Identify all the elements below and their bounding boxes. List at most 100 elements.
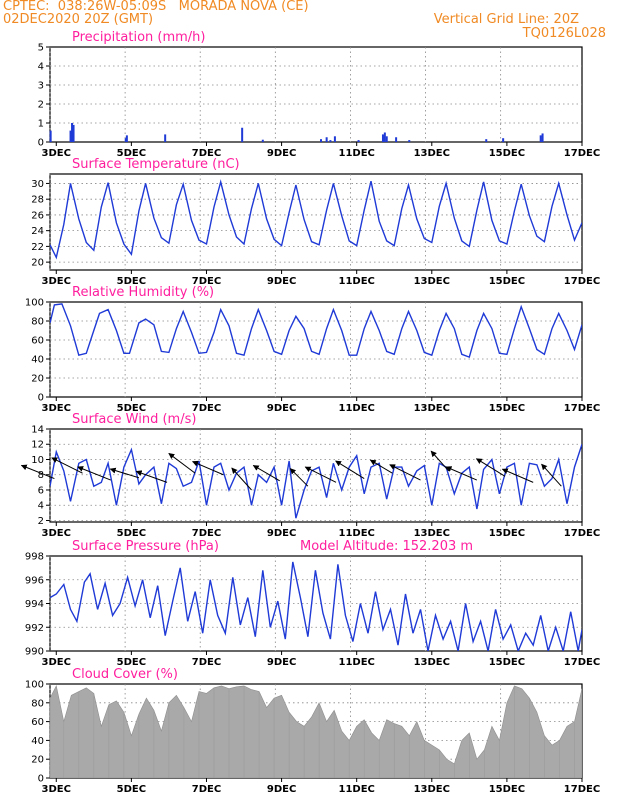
wind-vector-arrow [445, 466, 478, 481]
rh-xtick-label: 15DEC [489, 403, 525, 414]
pressure-title: Surface Pressure (hPa) [72, 539, 219, 554]
wind-vector-arrow [501, 468, 534, 483]
rh-xtick-label: 7DEC [192, 403, 221, 414]
header-grid-note: Vertical Grid Line: 20Z [433, 12, 579, 27]
precip-bar [261, 139, 264, 142]
pressure-xtick-label: 11DEC [338, 657, 374, 668]
cloud-area [50, 685, 582, 778]
precip-bar [164, 134, 167, 142]
cloud-ytick-label: 100 [25, 680, 44, 691]
pressure-ytick-label: 990 [25, 647, 44, 658]
temp-xtick-label: 9DEC [267, 276, 296, 287]
precip-xtick-label: 7DEC [192, 148, 221, 159]
wind-ytick-label: 4 [38, 501, 44, 512]
precip-ytick-label: 3 [38, 81, 44, 92]
temp-title: Surface Temperature (nC) [72, 157, 240, 172]
rh-xtick-label: 11DEC [338, 403, 374, 414]
wind-ytick-label: 14 [31, 425, 44, 436]
cloud-title: Cloud Cover (%) [72, 667, 178, 682]
precip-bar [333, 136, 336, 142]
pressure-series-line [50, 561, 582, 651]
temp-ytick-label: 22 [31, 242, 44, 253]
temp-ytick-label: 26 [31, 210, 44, 221]
temp-ytick-label: 24 [31, 226, 44, 237]
wind-vector-arrow [430, 450, 450, 472]
wind-vector-arrow [369, 459, 393, 474]
rh-frame [49, 301, 583, 398]
wind-xtick-label: 17DEC [564, 528, 600, 539]
wind-vector-arrow [20, 464, 55, 480]
precip-bar [383, 132, 386, 142]
cloud-xtick-label: 15DEC [489, 784, 525, 795]
pressure-ytick-label: 998 [25, 552, 44, 563]
precip-bar [72, 124, 75, 142]
rh-xtick-label: 17DEC [564, 403, 600, 414]
header-station: CPTEC: 038:26W-05:09S MORADA NOVA (CE) [3, 0, 309, 14]
precip-ytick-label: 5 [38, 43, 44, 54]
cloud-xtick-label: 13DEC [414, 784, 450, 795]
wind-ytick-label: 8 [38, 470, 44, 481]
wind-vector-arrow [77, 466, 111, 481]
rh-ytick-label: 60 [31, 336, 44, 347]
rh-xtick-label: 5DEC [117, 403, 146, 414]
temp-xtick-label: 15DEC [489, 276, 525, 287]
precip-bar [241, 127, 244, 142]
pressure-xtick-label: 13DEC [414, 657, 450, 668]
cloud-ytick-label: 40 [31, 736, 44, 747]
wind-series-line [50, 443, 582, 519]
wind-ytick-label: 12 [31, 440, 44, 451]
pressure-ytick-label: 996 [25, 575, 44, 586]
pressure-xtick-label: 9DEC [267, 657, 296, 668]
pressure-model-altitude: Model Altitude: 152.203 m [300, 539, 473, 554]
precip-xtick-label: 15DEC [489, 148, 525, 159]
temp-series-line [50, 179, 582, 260]
temp-ytick-label: 28 [31, 195, 44, 206]
precip-bar [329, 140, 332, 142]
cloud-ytick-label: 80 [31, 698, 44, 709]
precip-bar [357, 140, 360, 142]
rh-ytick-label: 100 [25, 298, 44, 309]
pressure-xtick-label: 3DEC [42, 657, 71, 668]
cloud-xtick-label: 3DEC [42, 784, 71, 795]
temp-xtick-label: 3DEC [42, 276, 71, 287]
cloud-xtick-label: 7DEC [192, 784, 221, 795]
precip-bar [381, 134, 384, 142]
precip-xtick-label: 17DEC [564, 148, 600, 159]
precip-ytick-label: 0 [38, 138, 44, 149]
temp-ytick-label: 30 [31, 179, 44, 190]
wind-xtick-label: 11DEC [338, 528, 374, 539]
wind-xtick-label: 5DEC [117, 528, 146, 539]
wind-ytick-label: 6 [38, 485, 44, 496]
pressure-xtick-label: 15DEC [489, 657, 525, 668]
header-datetime: 02DEC2020 20Z (GMT) [3, 12, 154, 27]
temp-xtick-label: 11DEC [338, 276, 374, 287]
cloud-ytick-label: 20 [31, 755, 44, 766]
cloud-xtick-label: 17DEC [564, 784, 600, 795]
rh-ytick-label: 0 [38, 393, 44, 404]
wind-vector-arrow [192, 460, 224, 476]
cloud-xtick-label: 5DEC [117, 784, 146, 795]
precip-ytick-label: 1 [38, 119, 44, 130]
wind-xtick-label: 9DEC [267, 528, 296, 539]
precip-xtick-label: 3DEC [42, 148, 71, 159]
precip-frame [49, 46, 583, 143]
wind-vector-arrow [168, 453, 196, 474]
precip-bar [325, 137, 328, 142]
precip-ytick-label: 4 [38, 62, 44, 73]
precip-bar [485, 139, 488, 142]
precip-bar [385, 136, 388, 142]
wind-vector-arrow [475, 458, 506, 477]
wind-title: Surface Wind (m/s) [72, 412, 196, 427]
wind-ytick-label: 10 [31, 455, 44, 466]
wind-vector-arrow [335, 460, 365, 479]
pressure-ytick-label: 994 [25, 599, 44, 610]
rh-ytick-label: 20 [31, 374, 44, 385]
precip-bar [71, 123, 74, 142]
pressure-ytick-label: 992 [25, 623, 44, 634]
rh-ytick-label: 40 [31, 355, 44, 366]
temp-ytick-label: 20 [31, 258, 44, 269]
header-model-id: TQ0126L028 [522, 26, 606, 41]
rh-ytick-label: 80 [31, 317, 44, 328]
wind-vector-arrow [252, 465, 280, 482]
